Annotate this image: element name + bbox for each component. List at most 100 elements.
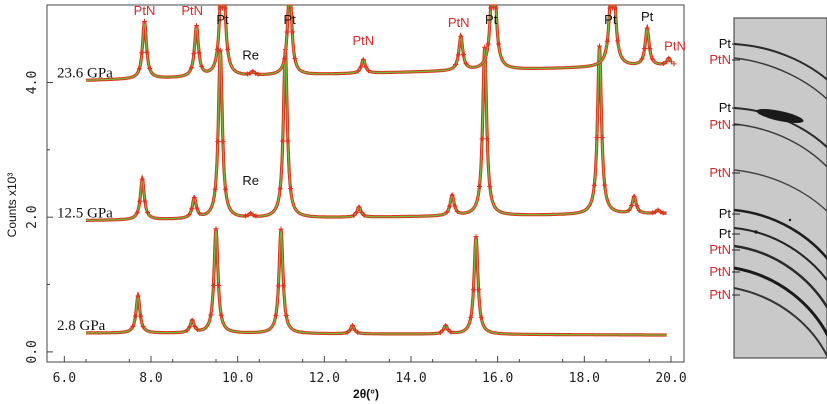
- y-tick-label: 4.0: [25, 71, 40, 94]
- data-point-marker: [287, 5, 293, 11]
- data-point-marker: [252, 70, 258, 76]
- data-point-marker: [615, 38, 621, 44]
- data-point-marker: [468, 314, 474, 320]
- data-point-marker: [631, 193, 637, 199]
- data-point-marker: [213, 226, 219, 232]
- data-point-marker: [280, 138, 286, 144]
- peak-label: Re: [242, 173, 259, 188]
- peak-label: PtN: [448, 15, 470, 30]
- diffraction-image: [733, 17, 827, 359]
- data-point-marker: [629, 203, 635, 209]
- ring-label: Pt: [719, 100, 732, 115]
- peak-label: Pt: [216, 12, 229, 27]
- peak-label: PtN: [134, 3, 156, 18]
- data-point-marker: [484, 136, 490, 142]
- data-point-marker: [347, 327, 353, 333]
- data-point-marker: [454, 208, 460, 214]
- data-point-marker: [493, 5, 499, 11]
- data-point-marker: [277, 186, 283, 192]
- data-point-marker: [597, 43, 602, 49]
- data-point-marker: [604, 38, 610, 44]
- peak-label: Pt: [604, 12, 617, 27]
- data-point-marker: [649, 56, 655, 62]
- data-point-marker: [210, 282, 216, 288]
- data-point-marker: [671, 61, 677, 67]
- observed-series: [86, 228, 667, 337]
- data-point-marker: [363, 64, 369, 70]
- data-point-marker: [145, 210, 151, 216]
- data-point-marker: [452, 203, 458, 209]
- data-point-marker: [359, 209, 365, 215]
- data-point-marker: [184, 327, 190, 333]
- data-point-marker: [215, 139, 221, 145]
- data-point-marker: [594, 135, 600, 141]
- data-point-marker: [447, 203, 453, 209]
- x-axis-label: 2θ(°): [353, 387, 379, 401]
- data-point-marker: [642, 45, 648, 51]
- data-point-marker: [460, 51, 466, 57]
- axis-ticks: [47, 81, 672, 362]
- data-point-marker: [487, 183, 493, 189]
- data-point-marker: [134, 210, 140, 216]
- data-point-marker: [132, 313, 138, 319]
- data-point-marker: [197, 210, 203, 216]
- data-point-marker: [366, 68, 372, 74]
- data-point-marker: [647, 45, 653, 51]
- data-point-marker: [663, 59, 669, 65]
- ring-label: PtN: [709, 287, 731, 302]
- data-point-marker: [496, 41, 502, 47]
- ring-label: PtN: [709, 117, 731, 132]
- data-point-marker: [360, 57, 366, 63]
- peak-label: PtN: [664, 39, 686, 54]
- data-point-marker: [355, 68, 361, 74]
- data-point-marker: [470, 287, 476, 293]
- data-point-marker: [661, 61, 667, 67]
- data-point-marker: [273, 312, 279, 318]
- data-point-marker: [192, 323, 198, 329]
- ring-label: Pt: [719, 206, 732, 221]
- peak-label: Pt: [485, 12, 498, 27]
- data-point-marker: [139, 176, 145, 182]
- data-point-marker: [591, 182, 597, 188]
- x-tick-label: 20.0: [655, 371, 686, 386]
- data-point-marker: [189, 317, 195, 323]
- peak-label: PtN: [181, 3, 203, 18]
- data-point-marker: [599, 134, 605, 140]
- data-point-marker: [218, 312, 224, 318]
- ring-label: PtN: [709, 52, 731, 67]
- data-point-marker: [650, 210, 656, 216]
- ring-label: PtN: [709, 242, 731, 257]
- data-point-marker: [142, 198, 148, 204]
- ring-label-ticks: [732, 43, 740, 296]
- data-point-marker: [283, 312, 289, 318]
- data-point-marker: [668, 59, 674, 65]
- data-point-marker: [440, 327, 446, 333]
- data-point-marker: [351, 212, 357, 218]
- data-point-marker: [225, 46, 231, 52]
- data-point-marker: [658, 209, 664, 215]
- xrd-chart: 6.0 8.0 10.0 12.0 14.0 16.0 18.0 20.0 0.…: [5, 3, 687, 401]
- data-point-marker: [144, 49, 150, 55]
- x-tick-label: 14.0: [395, 371, 426, 386]
- data-point-marker: [142, 18, 147, 24]
- data-point-marker: [247, 70, 253, 76]
- data-point-marker: [194, 23, 199, 29]
- data-point-marker: [220, 139, 226, 145]
- data-point-marker: [281, 56, 287, 62]
- data-point-marker: [139, 50, 145, 56]
- data-point-marker: [248, 210, 254, 216]
- series-label: 12.5 GPa: [57, 206, 113, 222]
- data-point-marker: [437, 329, 443, 335]
- data-point-marker: [135, 293, 141, 299]
- peak-labels: PtN PtN Pt Re Pt PtN PtN Pt Pt Pt PtN Re: [134, 3, 686, 188]
- data-point-marker: [196, 50, 202, 56]
- data-point-marker: [455, 52, 461, 58]
- data-point-marker: [284, 29, 290, 35]
- data-point-marker: [194, 205, 200, 211]
- data-point-marker: [458, 33, 464, 39]
- ring-label: PtN: [709, 264, 731, 279]
- data-point-marker: [350, 323, 355, 329]
- data-point-marker: [655, 207, 661, 213]
- x-tick-label: 12.0: [309, 371, 340, 386]
- data-point-marker: [281, 283, 287, 289]
